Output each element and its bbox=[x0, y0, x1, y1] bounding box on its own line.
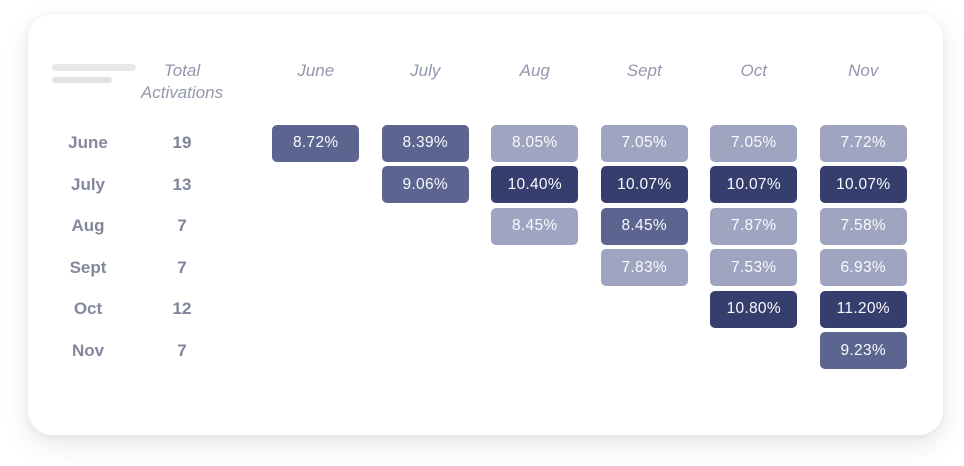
column-header-june: June bbox=[297, 61, 335, 80]
heatmap-cell-slot bbox=[590, 332, 700, 369]
heatmap-cell-slot bbox=[371, 332, 481, 369]
row-gap-spacer bbox=[240, 166, 261, 203]
heatmap-cell-slot: 10.80% bbox=[699, 290, 809, 328]
heatmap-cell: 10.40% bbox=[491, 166, 579, 203]
row-label-sept: Sept bbox=[69, 257, 107, 277]
row-label-nov: Nov bbox=[71, 340, 105, 360]
heatmap-cell: 7.72% bbox=[819, 124, 907, 162]
heatmap-cell: 9.23% bbox=[819, 332, 907, 369]
cohort-grid: Total Activations June July Aug Sept Oct Nov Ju… bbox=[28, 14, 943, 369]
header-gap-spacer bbox=[240, 14, 261, 120]
heatmap-cell-slot bbox=[371, 208, 481, 245]
heatmap-cell: 11.20% bbox=[819, 290, 907, 328]
row-total-activations: 13 bbox=[172, 174, 192, 194]
row-gap-spacer bbox=[240, 291, 261, 328]
row-total-activations: 12 bbox=[172, 299, 192, 318]
column-header-total-activations: Total Activations bbox=[140, 61, 224, 102]
heatmap-cell-slot: 7.58% bbox=[809, 207, 919, 245]
heatmap-cell-slot: 7.53% bbox=[699, 249, 809, 286]
column-header-sept: Sept bbox=[626, 61, 662, 80]
heatmap-cell-slot: 10.07% bbox=[809, 166, 919, 203]
row-total-activations: 7 bbox=[177, 340, 187, 360]
skeleton-line-icon bbox=[52, 64, 136, 71]
heatmap-cell-slot bbox=[699, 332, 809, 369]
column-header-oct: Oct bbox=[740, 61, 767, 80]
heatmap-cell: 6.93% bbox=[819, 249, 907, 286]
heatmap-cell-slot bbox=[371, 291, 481, 328]
heatmap-cell-slot: 9.06% bbox=[371, 166, 481, 203]
heatmap-cell: 7.87% bbox=[710, 207, 798, 245]
heatmap-cell-slot: 10.07% bbox=[590, 166, 700, 203]
row-gap-spacer bbox=[240, 125, 261, 162]
row-gap-spacer bbox=[240, 332, 261, 369]
heatmap-cell-slot bbox=[261, 166, 371, 203]
row-label-aug: Aug bbox=[71, 216, 105, 235]
heatmap-cell-slot: 6.93% bbox=[809, 249, 919, 286]
row-total-activations: 19 bbox=[172, 133, 192, 152]
heatmap-cell: 10.07% bbox=[710, 166, 798, 203]
heatmap-cell: 9.06% bbox=[381, 166, 469, 203]
heatmap-cell: 7.83% bbox=[600, 249, 688, 286]
heatmap-cell: 7.58% bbox=[819, 207, 907, 245]
row-label-june: June bbox=[68, 133, 108, 152]
column-header-aug: Aug bbox=[519, 61, 550, 80]
heatmap-cell-slot: 8.39% bbox=[371, 124, 481, 162]
heatmap-cell: 8.72% bbox=[272, 124, 360, 162]
heatmap-cell-slot bbox=[480, 291, 590, 328]
column-header-nov: Nov bbox=[848, 61, 879, 80]
heatmap-cell-slot: 7.83% bbox=[590, 249, 700, 286]
cohort-card: Total Activations June July Aug Sept Oct Nov Ju… bbox=[28, 14, 943, 435]
heatmap-cell-slot: 8.45% bbox=[480, 207, 590, 245]
heatmap-cell: 8.45% bbox=[491, 207, 579, 245]
heatmap-cell-slot: 11.20% bbox=[809, 290, 919, 328]
heatmap-cell-slot bbox=[261, 249, 371, 286]
heatmap-cell: 8.05% bbox=[491, 124, 579, 162]
heatmap-cell-slot: 8.05% bbox=[480, 124, 590, 162]
heatmap-cell-slot bbox=[480, 332, 590, 369]
heatmap-cell-slot bbox=[371, 249, 481, 286]
heatmap-cell: 8.45% bbox=[600, 207, 688, 245]
row-total-activations: 7 bbox=[177, 216, 187, 235]
heatmap-cell-slot bbox=[590, 291, 700, 328]
heatmap-cell-slot bbox=[261, 208, 371, 245]
heatmap-cell-slot bbox=[480, 249, 590, 286]
heatmap-cell: 7.53% bbox=[710, 249, 798, 286]
heatmap-cell-slot: 7.72% bbox=[809, 124, 919, 162]
heatmap-cell: 7.05% bbox=[710, 124, 798, 162]
heatmap-cell: 10.80% bbox=[710, 290, 798, 328]
heatmap-cell: 10.07% bbox=[600, 166, 688, 203]
heatmap-cell-slot: 7.05% bbox=[590, 124, 700, 162]
heatmap-cell-slot bbox=[261, 332, 371, 369]
heatmap-cell: 7.05% bbox=[600, 124, 688, 162]
heatmap-cell-slot bbox=[261, 291, 371, 328]
skeleton-line-icon bbox=[52, 77, 112, 83]
heatmap-cell-slot: 8.72% bbox=[261, 124, 371, 162]
row-label-july: July bbox=[70, 174, 106, 194]
heatmap-cell-slot: 8.45% bbox=[590, 207, 700, 245]
heatmap-cell-slot: 10.40% bbox=[480, 166, 590, 203]
column-header-july: July bbox=[410, 61, 441, 80]
row-gap-spacer bbox=[240, 249, 261, 286]
heatmap-cell: 8.39% bbox=[381, 124, 469, 162]
heatmap-cell: 10.07% bbox=[819, 166, 907, 203]
heatmap-cell-slot: 10.07% bbox=[699, 166, 809, 203]
row-gap-spacer bbox=[240, 208, 261, 245]
row-total-activations: 7 bbox=[177, 257, 187, 277]
heatmap-cell-slot: 7.87% bbox=[699, 207, 809, 245]
heatmap-cell-slot: 9.23% bbox=[809, 332, 919, 369]
row-label-oct: Oct bbox=[73, 299, 103, 318]
heatmap-cell-slot: 7.05% bbox=[699, 124, 809, 162]
